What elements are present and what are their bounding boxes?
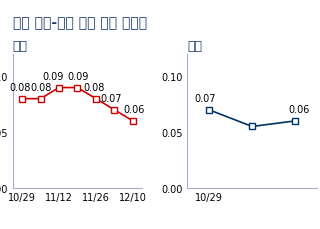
Text: 0.06: 0.06 bbox=[123, 105, 145, 114]
Text: 매매: 매매 bbox=[13, 39, 28, 52]
Text: 0.07: 0.07 bbox=[100, 93, 122, 104]
Text: 0.06: 0.06 bbox=[289, 105, 310, 114]
Text: 0.07: 0.07 bbox=[194, 93, 215, 104]
Text: 0.09: 0.09 bbox=[43, 71, 64, 81]
Text: 전세: 전세 bbox=[188, 39, 203, 52]
Text: 서울 매매-전세 주간 가격 변동률: 서울 매매-전세 주간 가격 변동률 bbox=[13, 16, 147, 30]
Text: 0.09: 0.09 bbox=[68, 71, 89, 81]
Text: 0.08: 0.08 bbox=[84, 82, 105, 92]
Text: 0.08: 0.08 bbox=[31, 82, 52, 92]
Text: 0.08: 0.08 bbox=[10, 82, 31, 92]
